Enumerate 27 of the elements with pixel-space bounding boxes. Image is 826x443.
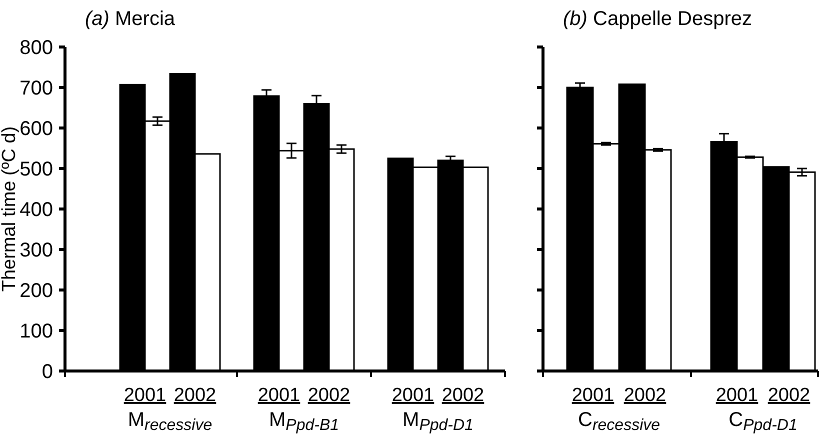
x-tick-label: 2001 xyxy=(716,385,758,406)
x-tick-label: 2001 xyxy=(572,385,614,406)
chart-title: (b) Cappelle Desprez xyxy=(563,8,752,30)
text: C$_{recessive}$ xyxy=(578,409,660,434)
y-tick-label: 0 xyxy=(42,361,53,383)
x-tick-label: 2002 xyxy=(308,385,350,406)
x-tick-label: 2002 xyxy=(442,385,484,406)
y-tick-label: 500 xyxy=(20,158,53,180)
chart-title: (a) Mercia xyxy=(85,8,176,30)
text: C$_{Ppd-D1}$ xyxy=(728,409,798,434)
y-tick-label: 800 xyxy=(20,37,53,59)
x-tick-label: 2001 xyxy=(124,385,166,406)
x-tick-label: 2001 xyxy=(392,385,434,406)
y-tick-label: 600 xyxy=(20,118,53,140)
text: M$_{recessive}$ xyxy=(128,409,212,434)
x-tick-label: 2002 xyxy=(174,385,216,406)
y-axis-title: Thermal time (ºC d) xyxy=(0,126,20,292)
text: M$_{Ppd-B1}$ xyxy=(268,409,340,434)
y-tick-label: 200 xyxy=(20,280,53,302)
x-tick-label: 2002 xyxy=(624,385,666,406)
y-tick-label: 700 xyxy=(20,78,53,100)
y-tick-label: 300 xyxy=(20,240,53,262)
y-tick-label: 100 xyxy=(20,320,53,342)
x-tick-label: 2001 xyxy=(258,385,300,406)
y-tick-label: 400 xyxy=(20,199,53,221)
text: M$_{Ppd-D1}$ xyxy=(402,409,474,434)
x-tick-label: 2002 xyxy=(768,385,810,406)
